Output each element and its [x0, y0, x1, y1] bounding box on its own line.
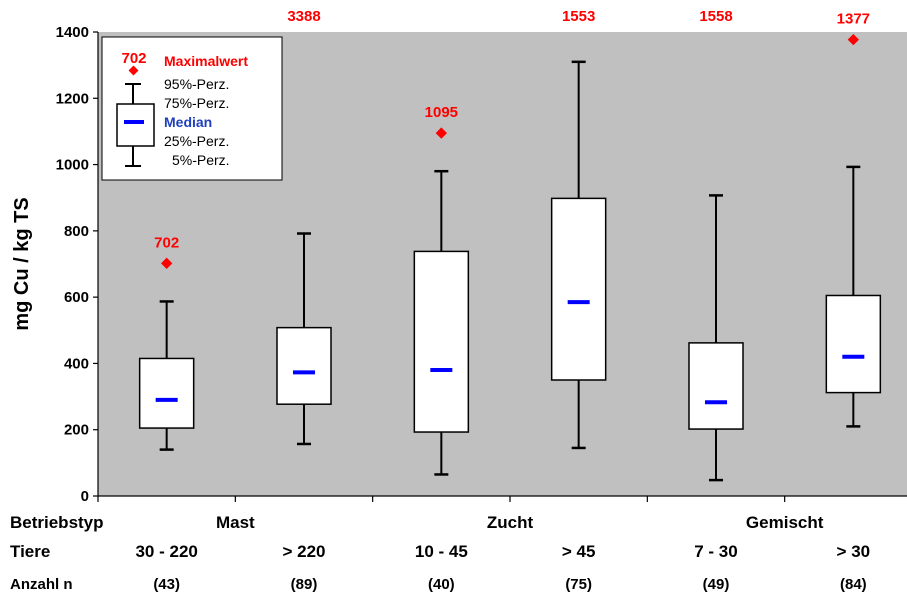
max-marker	[161, 257, 173, 269]
count-label: (84)	[840, 576, 867, 593]
box-2: 3388	[276, 8, 332, 446]
legend-p95-label: 95%-Perz.	[164, 76, 229, 92]
legend-median-label: Median	[164, 114, 212, 130]
legend-max-marker	[128, 65, 139, 76]
group-label: Gemischt	[746, 513, 824, 532]
y-tick-label: 0	[81, 488, 89, 505]
max-value-label: 1095	[425, 104, 458, 121]
anzahl-label: Anzahl n	[10, 576, 73, 593]
max-value-label: 3388	[287, 8, 320, 25]
y-tick-label: 600	[64, 289, 89, 306]
box-iqr	[138, 357, 195, 429]
category-label: 10 - 45	[415, 542, 468, 561]
box-iqr	[688, 342, 744, 430]
legend-p5-label: 5%-Perz.	[172, 152, 230, 168]
betriebstyp-label: Betriebstyp	[10, 513, 104, 532]
y-tick-label: 800	[64, 223, 89, 240]
count-label: (49)	[703, 576, 730, 593]
box-6: 1377	[825, 11, 882, 428]
legend-max-label: Maximalwert	[164, 53, 248, 69]
max-value-label: 1553	[562, 8, 595, 25]
category-label: > 30	[837, 542, 871, 561]
max-marker	[847, 33, 859, 46]
box-3: 1095	[413, 104, 470, 476]
box-5: 1558	[688, 8, 744, 482]
count-label: (75)	[565, 576, 592, 593]
legend-p25-label: 25%-Perz.	[164, 133, 229, 149]
y-axis: 0 200 400 600 800 1000 1200 1400	[56, 24, 99, 505]
category-labels: Mast Zucht Gemischt 30 - 220 > 220 10 - 45 > 4…	[135, 513, 870, 593]
box-series: 702 3388 1095 1553 1558 1377	[138, 8, 882, 482]
category-label: > 220	[282, 542, 325, 561]
count-label: (43)	[153, 576, 180, 593]
category-label: 7 - 30	[694, 542, 737, 561]
box-4: 1553	[550, 8, 607, 450]
y-tick-label: 400	[64, 355, 89, 372]
y-tick-label: 1400	[56, 24, 89, 41]
y-tick-label: 200	[64, 422, 89, 439]
legend-max-value: 702	[121, 50, 146, 67]
count-label: (40)	[428, 576, 455, 593]
y-tick-label: 1200	[56, 90, 89, 107]
group-label: Zucht	[487, 513, 534, 532]
box-iqr	[825, 294, 882, 394]
tiere-label: Tiere	[10, 542, 50, 561]
category-label: 30 - 220	[135, 542, 197, 561]
max-marker	[435, 127, 447, 139]
legend-box-sample	[116, 103, 155, 147]
legend: 702 Maximalwert 95%-Perz. 75%-Perz. Medi…	[101, 36, 283, 181]
count-label: (89)	[291, 576, 318, 593]
category-label: > 45	[562, 542, 596, 561]
box-1: 702	[138, 234, 195, 451]
max-value-label: 702	[154, 234, 179, 251]
x-axis	[97, 495, 907, 502]
max-value-label: 1377	[837, 11, 870, 28]
group-label: Mast	[216, 513, 255, 532]
y-tick-label: 1000	[56, 157, 89, 174]
box-iqr	[413, 250, 470, 433]
box-iqr	[276, 326, 332, 405]
max-value-label: 1558	[699, 8, 732, 25]
y-axis-label: mg Cu / kg TS	[11, 197, 33, 330]
box-iqr	[550, 197, 607, 381]
legend-p75-label: 75%-Perz.	[164, 95, 229, 111]
